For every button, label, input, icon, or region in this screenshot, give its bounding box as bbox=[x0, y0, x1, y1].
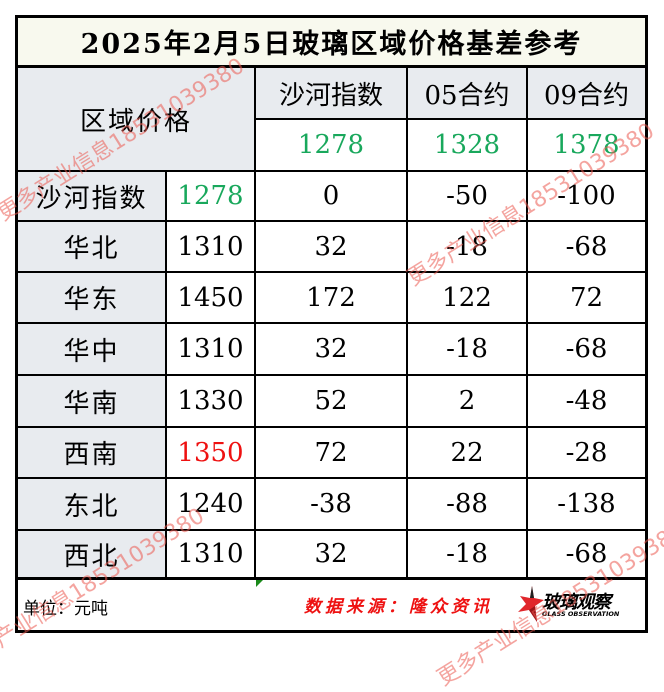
cell-comment-marker bbox=[256, 580, 263, 587]
basis-09: -100 bbox=[528, 172, 645, 222]
basis-05: -50 bbox=[408, 172, 528, 222]
basis-09: -68 bbox=[528, 222, 645, 273]
basis-05: -18 bbox=[408, 324, 528, 376]
col-value-shahe: 1278 bbox=[256, 120, 408, 172]
region-price: 1350 bbox=[167, 428, 256, 479]
region-label: 华北 bbox=[18, 222, 167, 273]
basis-shahe: 32 bbox=[256, 222, 408, 273]
col-value-09: 1378 bbox=[528, 120, 645, 172]
basis-shahe: 32 bbox=[256, 531, 408, 580]
region-label: 西北 bbox=[18, 531, 167, 580]
table-title: 2025年2月5日玻璃区域价格基差参考 bbox=[18, 18, 645, 68]
col-header-09: 09合约 bbox=[528, 68, 645, 120]
basis-shahe: -38 bbox=[256, 479, 408, 531]
basis-05: 2 bbox=[408, 376, 528, 428]
data-source: 数据来源：隆众资讯 bbox=[304, 597, 493, 617]
logo-text: 玻璃观察 bbox=[542, 592, 611, 613]
basis-05: 122 bbox=[408, 273, 528, 324]
glass-observation-logo: 玻璃观察 GLASS OBSERVATION bbox=[518, 586, 638, 624]
col-header-05: 05合约 bbox=[408, 68, 528, 120]
region-price: 1278 bbox=[167, 172, 256, 222]
region-price: 1450 bbox=[167, 273, 256, 324]
basis-09: -48 bbox=[528, 376, 645, 428]
region-price: 1310 bbox=[167, 531, 256, 580]
basis-shahe: 172 bbox=[256, 273, 408, 324]
region-label: 西南 bbox=[18, 428, 167, 479]
region-price: 1240 bbox=[167, 479, 256, 531]
region-price-header: 区域价格 bbox=[18, 68, 256, 172]
basis-shahe: 72 bbox=[256, 428, 408, 479]
region-label: 东北 bbox=[18, 479, 167, 531]
basis-05: -88 bbox=[408, 479, 528, 531]
region-price: 1330 bbox=[167, 376, 256, 428]
basis-table: 2025年2月5日玻璃区域价格基差参考 区域价格 沙河指数 05合约 09合约 … bbox=[15, 15, 648, 633]
region-price: 1310 bbox=[167, 222, 256, 273]
basis-shahe: 52 bbox=[256, 376, 408, 428]
region-label: 华南 bbox=[18, 376, 167, 428]
basis-09: -68 bbox=[528, 531, 645, 580]
basis-09: -138 bbox=[528, 479, 645, 531]
basis-05: -18 bbox=[408, 222, 528, 273]
col-header-shahe: 沙河指数 bbox=[256, 68, 408, 120]
region-label: 华中 bbox=[18, 324, 167, 376]
col-value-05: 1328 bbox=[408, 120, 528, 172]
region-label: 沙河指数 bbox=[18, 172, 167, 222]
unit-label: 单位：元吨 bbox=[23, 599, 108, 619]
region-price: 1310 bbox=[167, 324, 256, 376]
basis-09: 72 bbox=[528, 273, 645, 324]
basis-09: -68 bbox=[528, 324, 645, 376]
logo-subtext: GLASS OBSERVATION bbox=[542, 610, 620, 618]
table-footer: 单位：元吨 数据来源：隆众资讯 玻璃观察 GLASS OBSERVATION bbox=[18, 580, 645, 630]
basis-05: -18 bbox=[408, 531, 528, 580]
basis-shahe: 32 bbox=[256, 324, 408, 376]
region-label: 华东 bbox=[18, 273, 167, 324]
star-logo-icon bbox=[518, 586, 544, 622]
basis-05: 22 bbox=[408, 428, 528, 479]
basis-shahe: 0 bbox=[256, 172, 408, 222]
basis-09: -28 bbox=[528, 428, 645, 479]
